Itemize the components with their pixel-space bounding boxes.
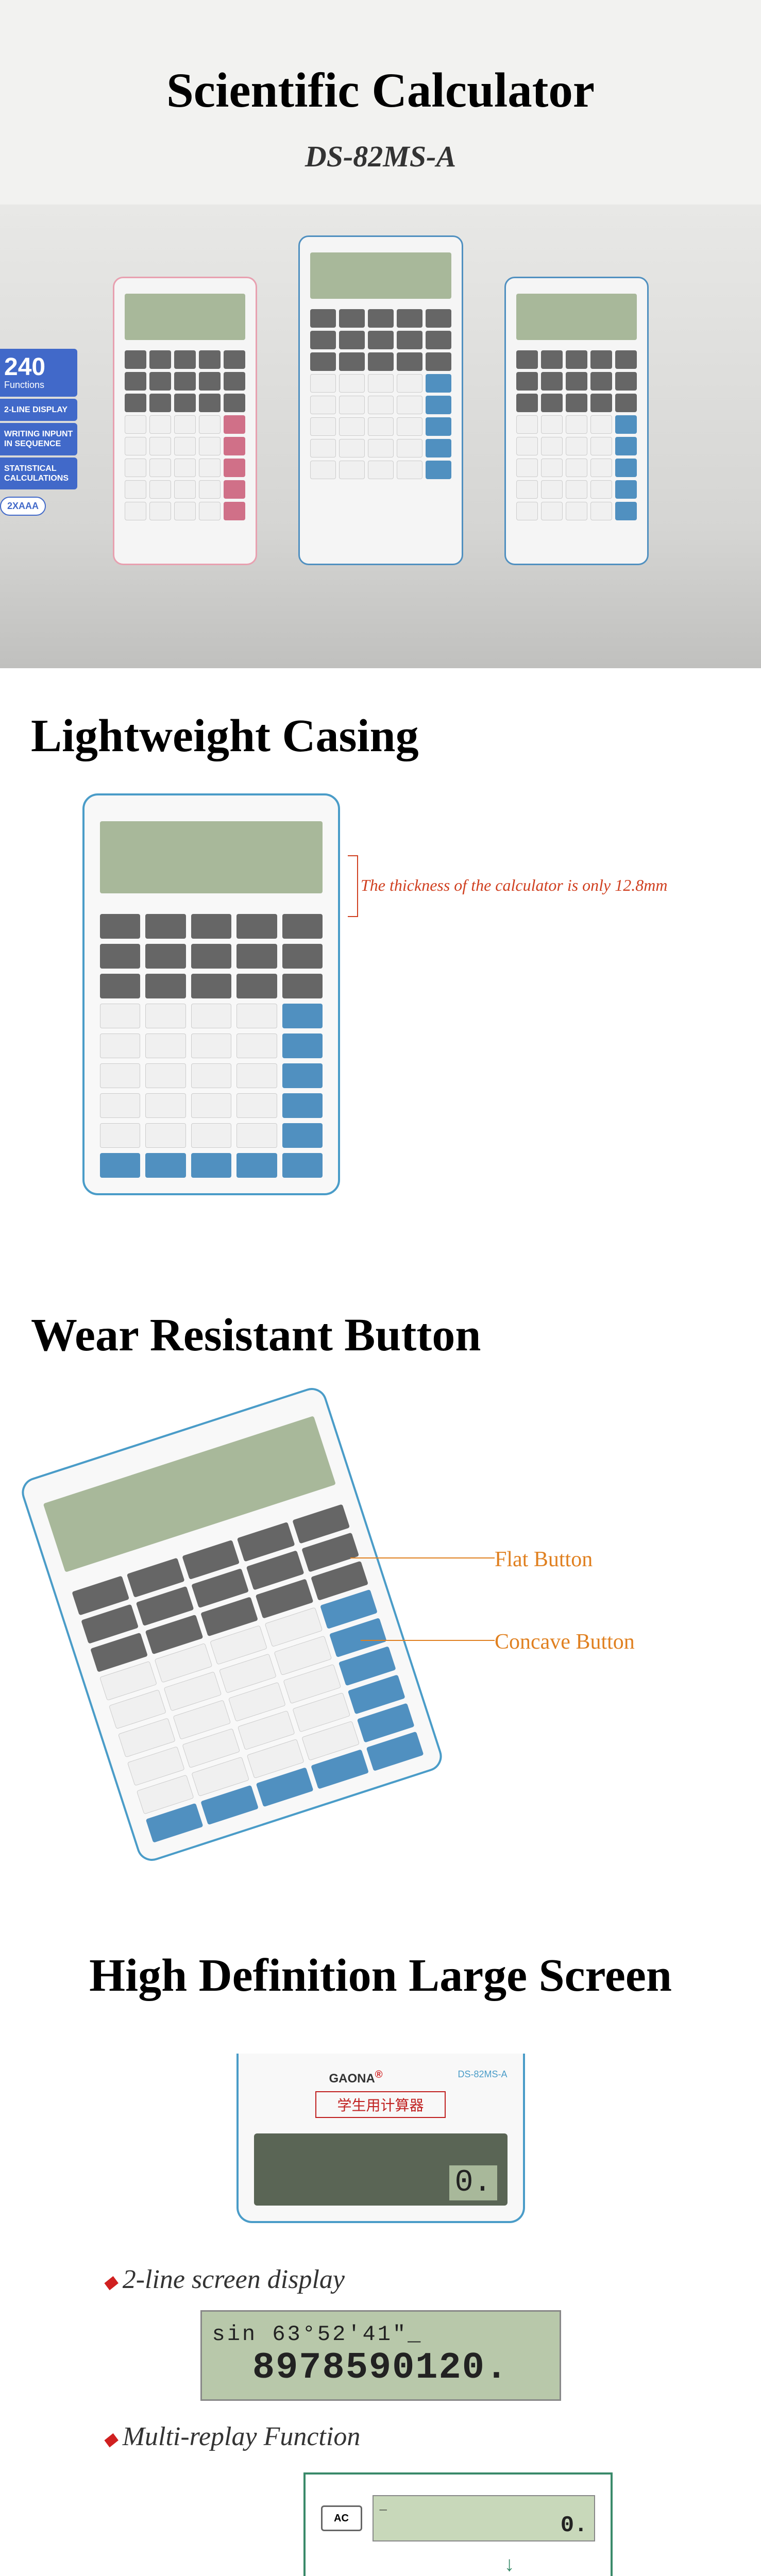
- callout-line-concave: [361, 1640, 495, 1641]
- lightweight-section: Lightweight Casing The thickness of the …: [0, 668, 761, 1247]
- badge-battery: 2XAAA: [0, 497, 46, 516]
- replay-result: 0.: [561, 2513, 588, 2538]
- replay-diagram: The expression and its result can be dis…: [149, 2472, 613, 2576]
- callout-line-flat: [350, 1557, 495, 1558]
- callout-concave: Concave Button: [495, 1630, 635, 1654]
- badge-functions: 240 Functions: [0, 349, 77, 397]
- thickness-note: The thickness of the calculator is only …: [361, 876, 667, 895]
- badge-writing: WRITING INPUNT IN SEQUENCE: [0, 423, 77, 455]
- page-subtitle: DS-82MS-A: [0, 139, 761, 174]
- wear-heading: Wear Resistant Button: [31, 1309, 730, 1362]
- header-section: Scientific Calculator DS-82MS-A: [0, 0, 761, 205]
- replay-expression: _: [380, 2499, 588, 2513]
- thickness-bracket: [348, 855, 358, 917]
- feature-2line: 2-line screen display: [103, 2264, 730, 2295]
- lcd-value: 0.: [449, 2165, 497, 2200]
- lightweight-heading: Lightweight Casing: [31, 709, 730, 762]
- calculator-pink: [113, 277, 257, 565]
- badge-stats: STATISTICAL CALCULATIONS: [0, 457, 77, 489]
- calculator-blue-center: [298, 235, 463, 565]
- chinese-label: 学生用计算器: [315, 2091, 445, 2118]
- calculator-angled: [18, 1384, 446, 1865]
- feature-badges: 240 Functions 2-LINE DISPLAY WRITING INP…: [0, 349, 77, 516]
- calculator-top-view: GAONA® DS-82MS-A 学生用计算器 0.: [236, 2054, 525, 2223]
- lcd-line1: sin 63°52'41"_: [212, 2322, 549, 2347]
- page-title: Scientific Calculator: [0, 62, 761, 118]
- replay-box: AC_0.↓12+23=12+2335.↓23+34=23+3457.↓34+4…: [303, 2472, 613, 2576]
- screen-heading: High Definition Large Screen: [31, 1949, 730, 2002]
- screen-section: High Definition Large Screen GAONA® DS-8…: [0, 1897, 761, 2576]
- callout-flat: Flat Button: [495, 1547, 593, 1572]
- brand-label: GAONA®: [329, 2072, 382, 2086]
- lcd-2line-display: sin 63°52'41"_ 8978590120.: [200, 2310, 561, 2401]
- calculator-large: [82, 793, 340, 1195]
- lcd-line2: 8978590120.: [212, 2347, 549, 2389]
- lcd-dark: 0.: [254, 2133, 508, 2206]
- replay-lcd: _0.: [373, 2495, 595, 2541]
- replay-key-label: AC: [321, 2505, 362, 2531]
- wear-section: Wear Resistant Button Flat Button Concav…: [0, 1247, 761, 1897]
- feature-replay: Multi-replay Function: [103, 2421, 730, 2452]
- model-label: DS-82MS-A: [458, 2069, 507, 2080]
- badge-display: 2-LINE DISPLAY: [0, 399, 77, 421]
- calculator-row: [0, 205, 761, 565]
- arrow-down-icon: ↓: [424, 2552, 595, 2576]
- replay-step: AC _0.: [321, 2495, 595, 2541]
- calculator-trio-section: 240 Functions 2-LINE DISPLAY WRITING INP…: [0, 205, 761, 668]
- calculator-blue-right: [504, 277, 649, 565]
